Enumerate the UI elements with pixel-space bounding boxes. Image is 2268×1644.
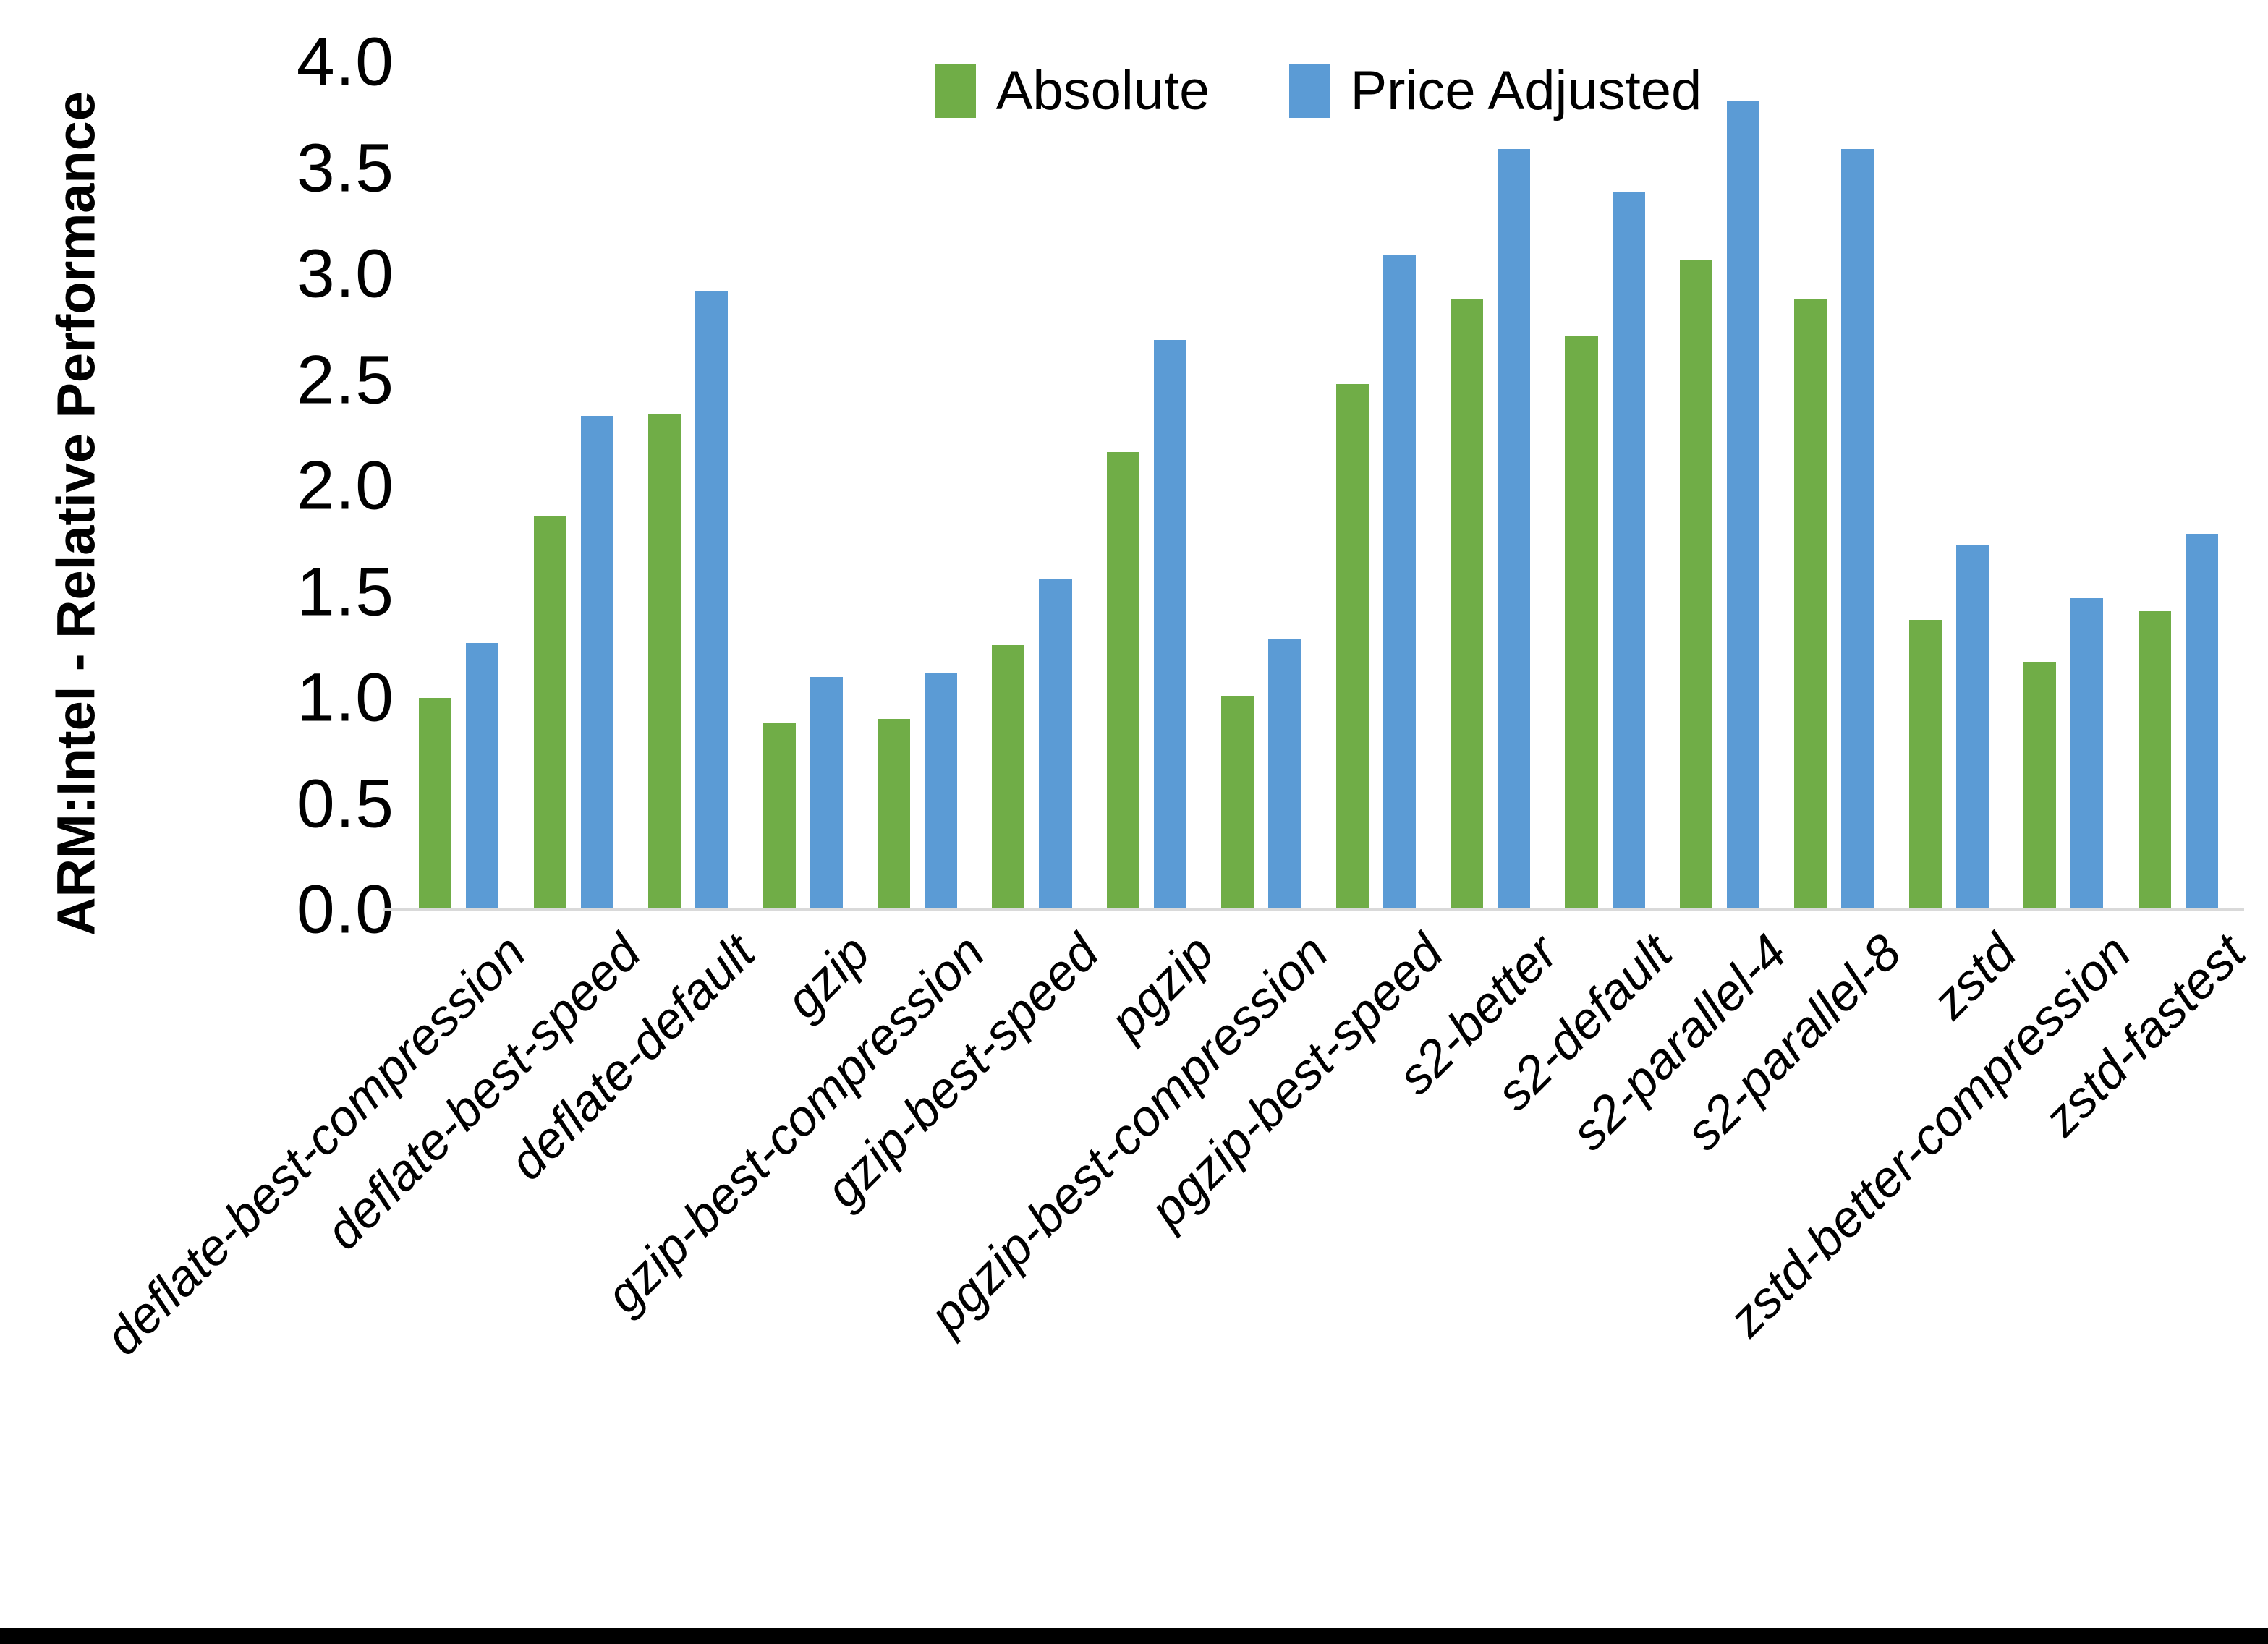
bar-absolute (419, 698, 452, 910)
bar-price-adjusted (695, 291, 729, 910)
bar-price-adjusted (1039, 579, 1072, 910)
bar-group-gzip-best-speed (974, 62, 1089, 910)
bar-price-adjusted (2185, 534, 2218, 910)
bar-price-adjusted (1383, 255, 1416, 910)
bar-price-adjusted (1153, 339, 1186, 910)
y-axis-title: ARM:Intel - Relative Performance (46, 91, 106, 936)
x-tick-label-zstd: zstd (1921, 924, 2027, 1030)
legend-label-price-adjusted: Price Adjusted (1350, 60, 1702, 122)
x-axis-line (383, 908, 2244, 911)
y-tick-label: 3.0 (296, 235, 394, 312)
x-tick-label-gzip: gzip (774, 924, 880, 1030)
bar-absolute (1679, 259, 1713, 910)
bar-absolute (2023, 662, 2057, 910)
bar-group-deflate-best-speed (516, 62, 630, 910)
bar-absolute (1335, 384, 1369, 910)
bar-absolute (1451, 299, 1484, 910)
bottom-border (0, 1628, 2268, 1644)
bar-group-s2-parallel-8 (1777, 62, 1891, 910)
y-tick-label: 2.5 (296, 341, 394, 418)
bar-absolute (877, 719, 910, 910)
bar-group-zstd-better-compression (2006, 62, 2120, 910)
bar-group-pgzip (1090, 62, 1204, 910)
legend-item-absolute: Absolute (935, 64, 1210, 119)
bar-group-pgzip-best-speed (1319, 62, 1433, 910)
y-tick-label: 4.0 (296, 23, 394, 101)
bar-absolute (763, 723, 796, 910)
bar-price-adjusted (924, 672, 958, 910)
y-tick-label: 3.5 (296, 129, 394, 206)
bar-price-adjusted (1955, 545, 1989, 910)
bar-group-zstd-fastest (2121, 62, 2235, 910)
bar-absolute (647, 414, 681, 910)
bar-price-adjusted (1498, 149, 1531, 910)
y-tick-label: 1.5 (296, 553, 394, 630)
bar-group-deflate-default (631, 62, 745, 910)
bar-absolute (1908, 619, 1942, 910)
bar-price-adjusted (1727, 100, 1760, 910)
bar-group-s2-default (1547, 62, 1662, 910)
bar-price-adjusted (466, 642, 499, 910)
bar-absolute (2138, 610, 2171, 910)
bar-absolute (1106, 452, 1139, 910)
y-tick-label: 2.0 (296, 447, 394, 524)
bar-group-gzip-best-compression (860, 62, 974, 910)
bar-absolute (1565, 335, 1598, 910)
legend-swatch-absolute (935, 64, 976, 118)
y-tick-label: 1.0 (296, 659, 394, 736)
bar-group-zstd (1892, 62, 2006, 910)
bar-group-pgzip-best-compression (1204, 62, 1318, 910)
bar-group-s2-parallel-4 (1662, 62, 1777, 910)
plot-area (383, 62, 2244, 911)
bar-absolute (1794, 299, 1827, 910)
y-tick-label: 0.5 (296, 765, 394, 842)
bar-groups (402, 62, 2235, 910)
bar-absolute (992, 644, 1025, 910)
bar-absolute (1221, 696, 1254, 910)
bar-absolute (533, 516, 566, 910)
bar-group-deflate-best-compression (402, 62, 516, 910)
bar-price-adjusted (1612, 191, 1645, 910)
legend-swatch-price-adjusted (1289, 64, 1330, 118)
legend-item-price-adjusted: Price Adjusted (1289, 64, 1702, 119)
bar-price-adjusted (810, 676, 843, 910)
legend: Absolute Price Adjusted (402, 64, 2235, 119)
bar-group-gzip (745, 62, 859, 910)
bar-group-s2-better (1433, 62, 1547, 910)
bar-price-adjusted (1268, 638, 1301, 910)
bar-price-adjusted (2070, 598, 2104, 910)
y-tick-label: 0.0 (296, 871, 394, 948)
bar-price-adjusted (1841, 149, 1874, 910)
legend-label-absolute: Absolute (995, 60, 1210, 122)
bar-price-adjusted (580, 416, 613, 910)
